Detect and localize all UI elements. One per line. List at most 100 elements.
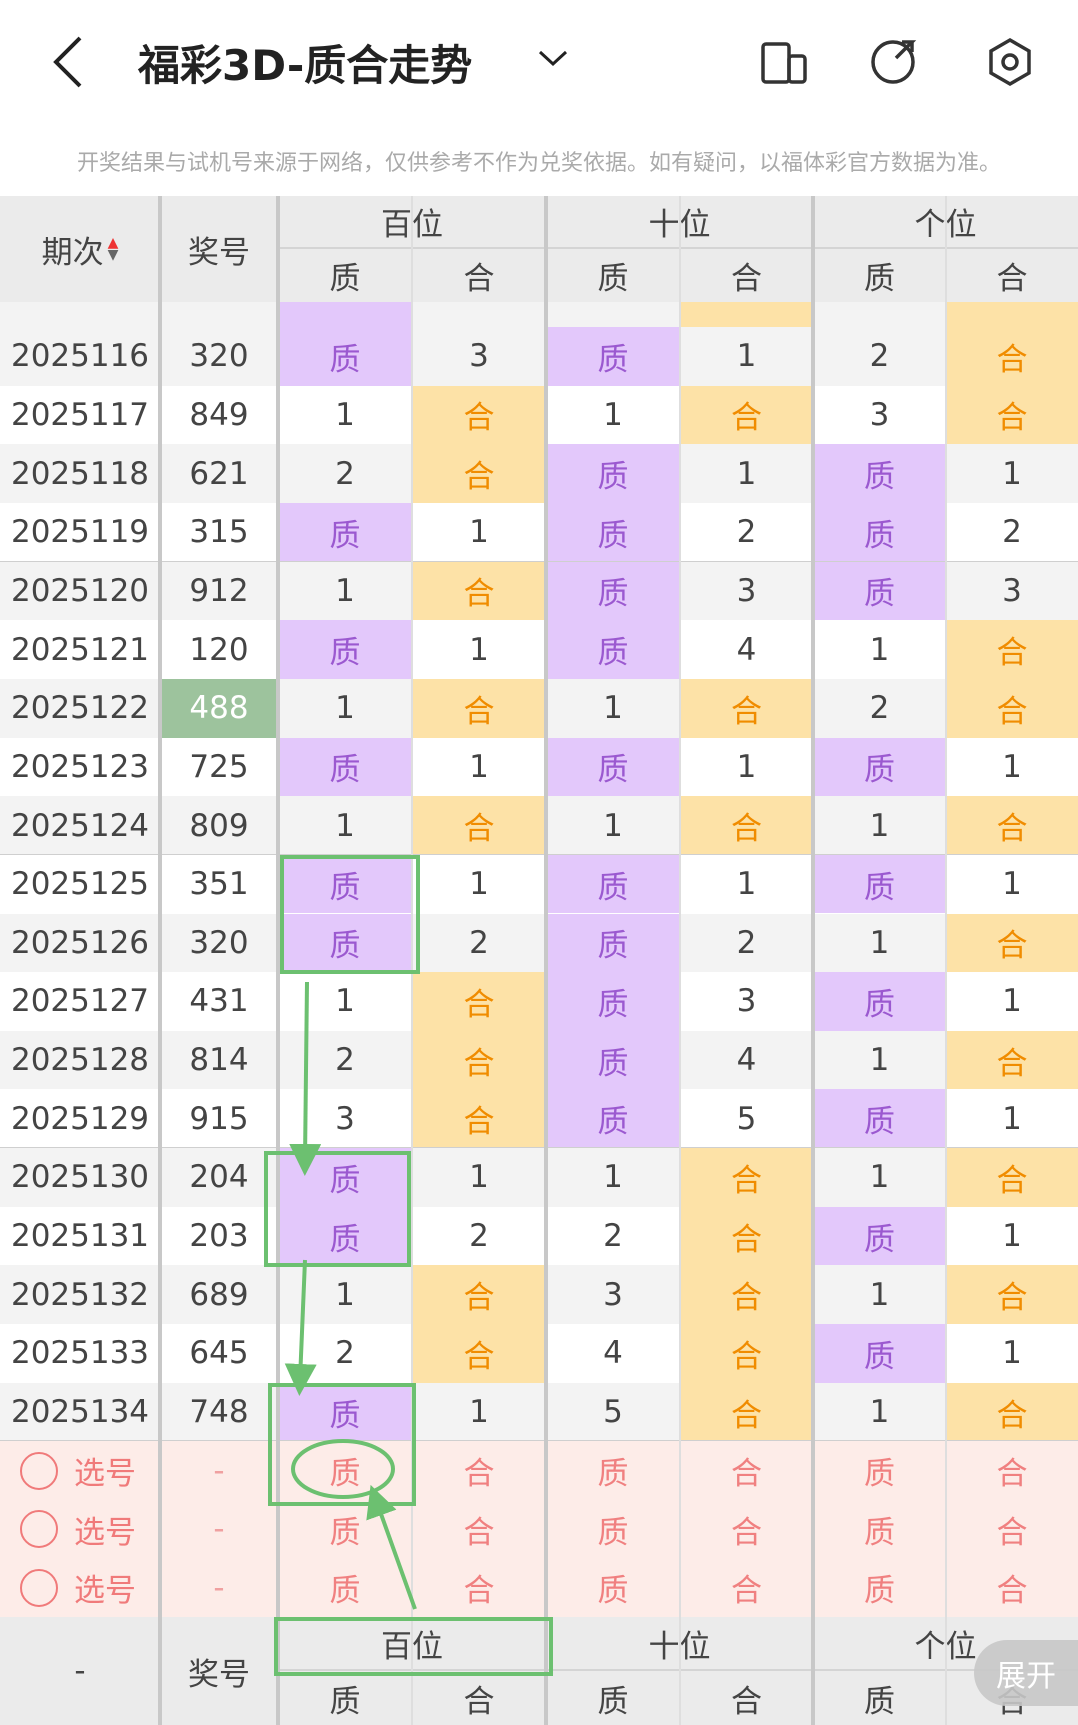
number: 351 <box>189 866 249 903</box>
select-radio[interactable] <box>20 1451 58 1490</box>
period: 2025124 <box>10 807 150 844</box>
cell: 1 <box>603 396 623 433</box>
cell: 质 <box>546 913 680 973</box>
cell: 合 <box>946 327 1078 386</box>
sub-header: 合 <box>996 261 1028 297</box>
cell: 1 <box>1002 455 1022 492</box>
cell: 质 <box>546 444 680 503</box>
cell: 质 <box>278 502 412 562</box>
cell: 质 <box>546 620 680 679</box>
cell: 合 <box>412 561 546 621</box>
icon-layout-part <box>787 54 807 84</box>
cell: 质 <box>278 854 412 914</box>
icon-share[interactable] <box>871 40 915 84</box>
icon-settings[interactable] <box>989 37 1031 87</box>
period: 2025120 <box>10 572 150 609</box>
cell: 1 <box>869 631 890 668</box>
select-label: 选号 <box>0 1441 160 1500</box>
select-cell: 质 <box>597 1456 629 1493</box>
period: 2025128 <box>10 1042 150 1079</box>
period: 2025133 <box>10 1335 150 1372</box>
column-separator <box>544 196 548 1725</box>
cell: 质 <box>813 561 946 621</box>
select-cell: 合 <box>463 1456 495 1493</box>
cell: 1 <box>1002 1100 1022 1137</box>
select-cell: 质 <box>597 1514 629 1551</box>
select-radio[interactable] <box>20 1510 58 1549</box>
period: 2025122 <box>10 690 150 727</box>
period: 2025117 <box>10 396 150 433</box>
select-radio[interactable] <box>20 1568 58 1607</box>
sort-icon[interactable]: ▲ ▼ <box>107 235 119 263</box>
notice: 开奖结果与试机号来源于网络，仅供参考不作为兑奖依据。如有疑问，以福体彩官方数据为… <box>76 151 1001 176</box>
number: 645 <box>189 1335 249 1372</box>
cell: 2 <box>335 1335 355 1372</box>
number: 849 <box>189 396 249 433</box>
select-cell: 质 <box>329 1456 361 1493</box>
cell: 1 <box>869 1042 890 1079</box>
cell: 1 <box>603 1159 623 1196</box>
select-cell: 质 <box>864 1514 895 1551</box>
cell: 质 <box>546 1030 680 1090</box>
cell: 5 <box>603 1394 623 1430</box>
dropdown[interactable] <box>538 50 568 67</box>
sub-header: 质 <box>864 1683 895 1720</box>
select-text[interactable]: 选号 <box>74 1456 136 1493</box>
scroll-strip <box>278 302 412 327</box>
cell: 合 <box>946 1265 1078 1325</box>
select-text[interactable]: 选号 <box>74 1573 136 1610</box>
sub-header: 合 <box>463 261 495 297</box>
scroll-strip <box>680 302 813 327</box>
number-header: 奖号 <box>188 1656 250 1693</box>
sub-header: 合 <box>463 1683 495 1720</box>
select-text[interactable]: 选号 <box>74 1514 136 1551</box>
sub-header: 质 <box>597 261 629 297</box>
cell: 合 <box>412 1089 546 1149</box>
back-button[interactable] <box>53 36 82 88</box>
period: 2025132 <box>10 1276 150 1313</box>
cell: 2 <box>736 514 757 551</box>
select-row-bg <box>0 1441 1078 1500</box>
period: 2025125 <box>10 866 150 903</box>
period: 2025119 <box>10 514 150 551</box>
cell: 3 <box>1002 572 1022 609</box>
cell: 合 <box>680 678 813 738</box>
cell: 质 <box>813 854 946 914</box>
period-header: - <box>74 1653 86 1689</box>
cell: 合 <box>946 385 1078 445</box>
cell: 2 <box>1002 514 1022 551</box>
cell: 合 <box>412 1265 546 1325</box>
row-bg <box>0 1382 1078 1442</box>
period: 2025129 <box>10 1100 150 1137</box>
icon-layout[interactable] <box>761 42 791 84</box>
cell: 质 <box>278 1206 412 1266</box>
number: 748 <box>189 1394 249 1430</box>
cell: 2 <box>469 924 489 961</box>
cell: 合 <box>680 1265 813 1325</box>
cell: 1 <box>335 1276 355 1313</box>
select-cell: 质 <box>864 1573 895 1610</box>
cell: 4 <box>736 1042 757 1079</box>
period: 2025131 <box>10 1218 150 1255</box>
number: 120 <box>189 631 249 668</box>
cell: 1 <box>1002 748 1022 785</box>
cell: 1 <box>869 924 890 961</box>
cell: 合 <box>946 1148 1078 1207</box>
number: 814 <box>189 1042 249 1079</box>
cell: 1 <box>469 514 489 551</box>
select-number: - <box>213 1511 225 1548</box>
number: 320 <box>189 338 249 375</box>
select-cell: 质 <box>329 1514 361 1551</box>
select-number: - <box>213 1569 225 1606</box>
select-number: - <box>213 1452 225 1489</box>
expand-button[interactable]: 展开 <box>974 1640 1078 1706</box>
row-bg <box>0 327 1078 386</box>
cell: 1 <box>736 748 757 785</box>
number: 488 <box>160 678 278 738</box>
number: 912 <box>189 572 249 609</box>
cell: 质 <box>546 561 680 621</box>
cell: 质 <box>546 1089 680 1149</box>
cell: 质 <box>546 737 680 797</box>
cell: 1 <box>869 1394 890 1430</box>
